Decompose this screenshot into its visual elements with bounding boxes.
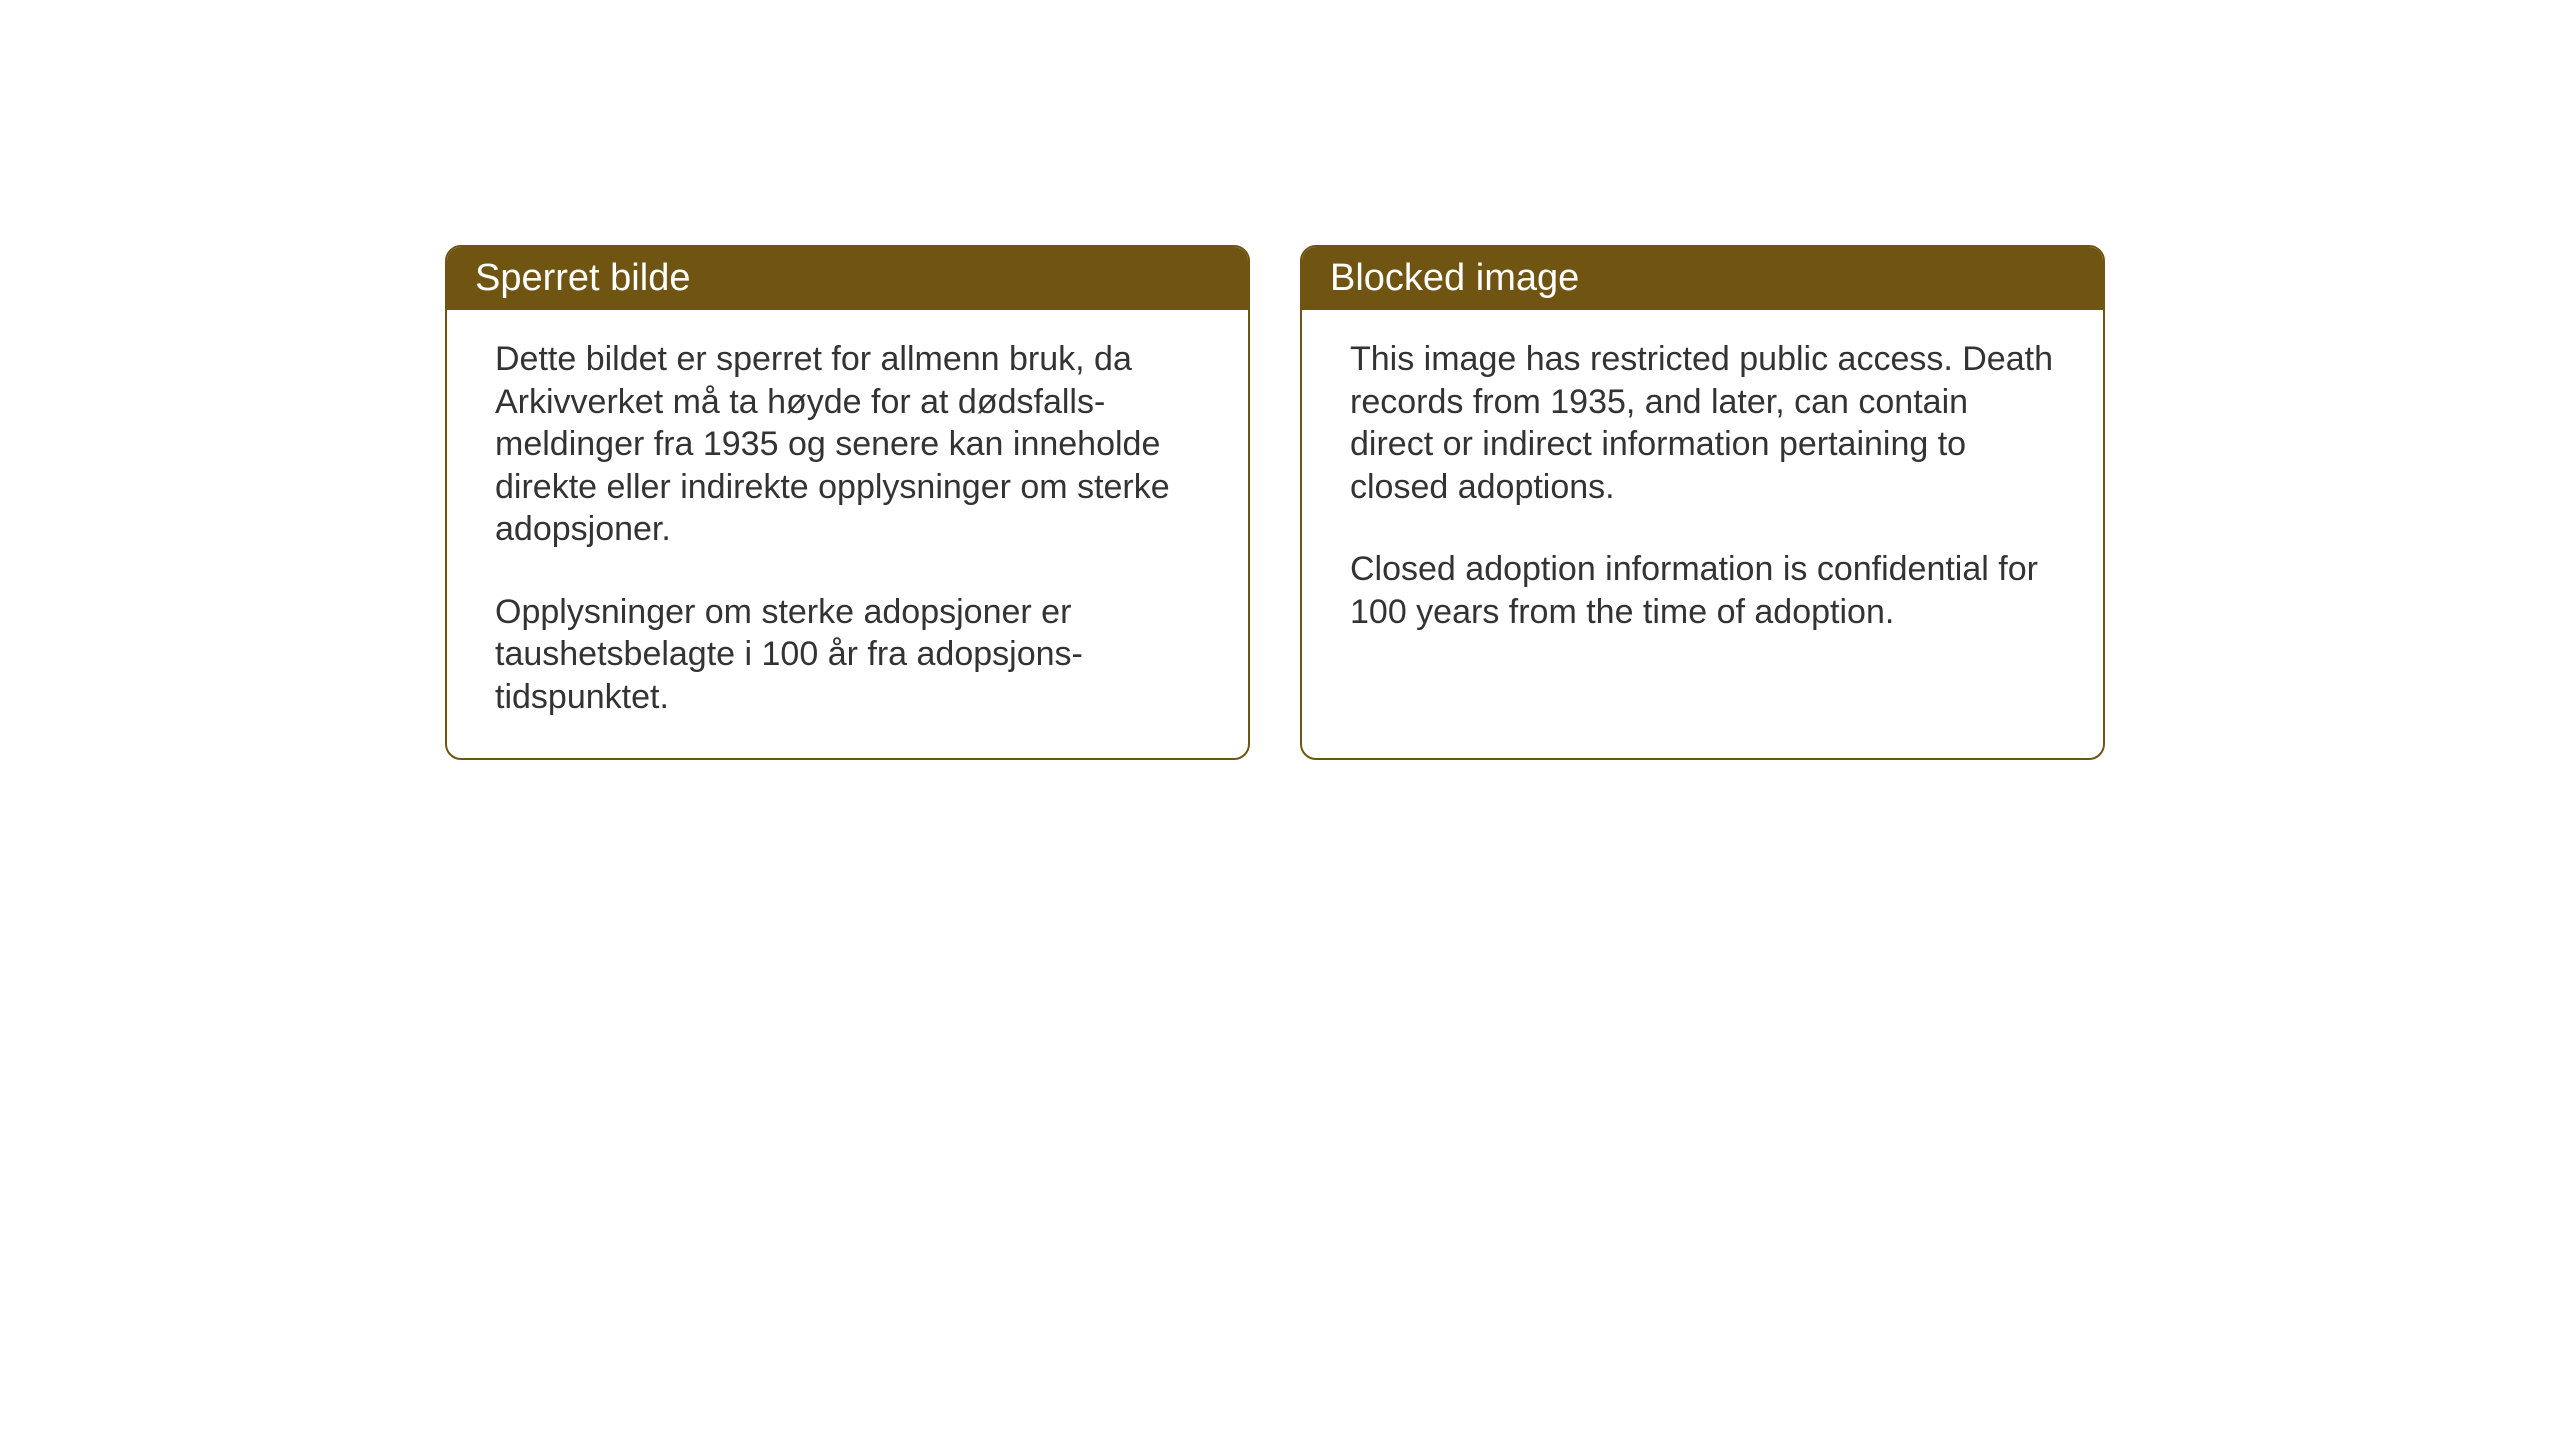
notice-body-english: This image has restricted public access.… [1302, 310, 2103, 755]
notice-paragraph-2-norwegian: Opplysninger om sterke adopsjoner er tau… [495, 591, 1200, 719]
notice-header-norwegian: Sperret bilde [447, 247, 1248, 310]
notice-paragraph-1-norwegian: Dette bildet er sperret for allmenn bruk… [495, 338, 1200, 551]
notice-body-norwegian: Dette bildet er sperret for allmenn bruk… [447, 310, 1248, 758]
notice-container: Sperret bilde Dette bildet er sperret fo… [445, 245, 2105, 760]
notice-card-norwegian: Sperret bilde Dette bildet er sperret fo… [445, 245, 1250, 760]
notice-paragraph-1-english: This image has restricted public access.… [1350, 338, 2055, 508]
notice-paragraph-2-english: Closed adoption information is confident… [1350, 548, 2055, 633]
notice-card-english: Blocked image This image has restricted … [1300, 245, 2105, 760]
notice-header-english: Blocked image [1302, 247, 2103, 310]
